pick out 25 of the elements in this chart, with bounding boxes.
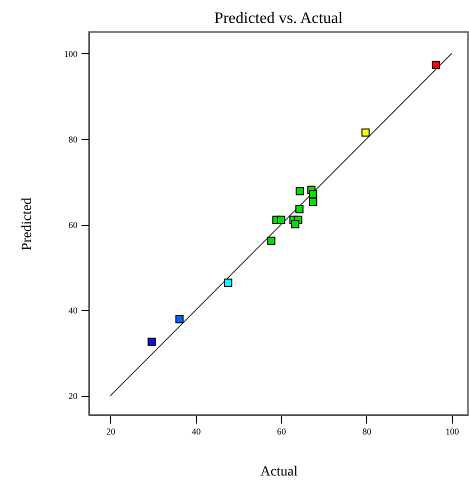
point xyxy=(308,198,318,206)
point xyxy=(267,236,276,245)
y-tick-label: 20 xyxy=(68,391,78,402)
y-tick-label: 60 xyxy=(68,220,78,230)
point xyxy=(295,205,304,214)
point xyxy=(148,338,156,346)
point xyxy=(296,187,304,196)
x-tick-label: 60 xyxy=(277,426,287,436)
y-tick-label: 100 xyxy=(64,48,78,59)
y-axis-title: Predicted xyxy=(20,198,35,250)
x-tick-label: 20 xyxy=(106,426,116,436)
x-axis-title: Actual xyxy=(260,464,298,480)
point xyxy=(432,60,440,70)
point xyxy=(308,190,318,198)
x-tick-label: 40 xyxy=(192,426,202,436)
y-tick-label: 80 xyxy=(68,134,78,144)
point xyxy=(361,128,370,137)
x-tick-label: 80 xyxy=(362,426,372,436)
point xyxy=(175,315,184,324)
x-tick-label: 100 xyxy=(446,426,460,436)
point xyxy=(224,278,232,287)
y-tick-label: 40 xyxy=(68,306,78,316)
point xyxy=(276,216,286,224)
chart-title: Predicted vs. Actual xyxy=(214,10,344,27)
point xyxy=(291,220,300,228)
